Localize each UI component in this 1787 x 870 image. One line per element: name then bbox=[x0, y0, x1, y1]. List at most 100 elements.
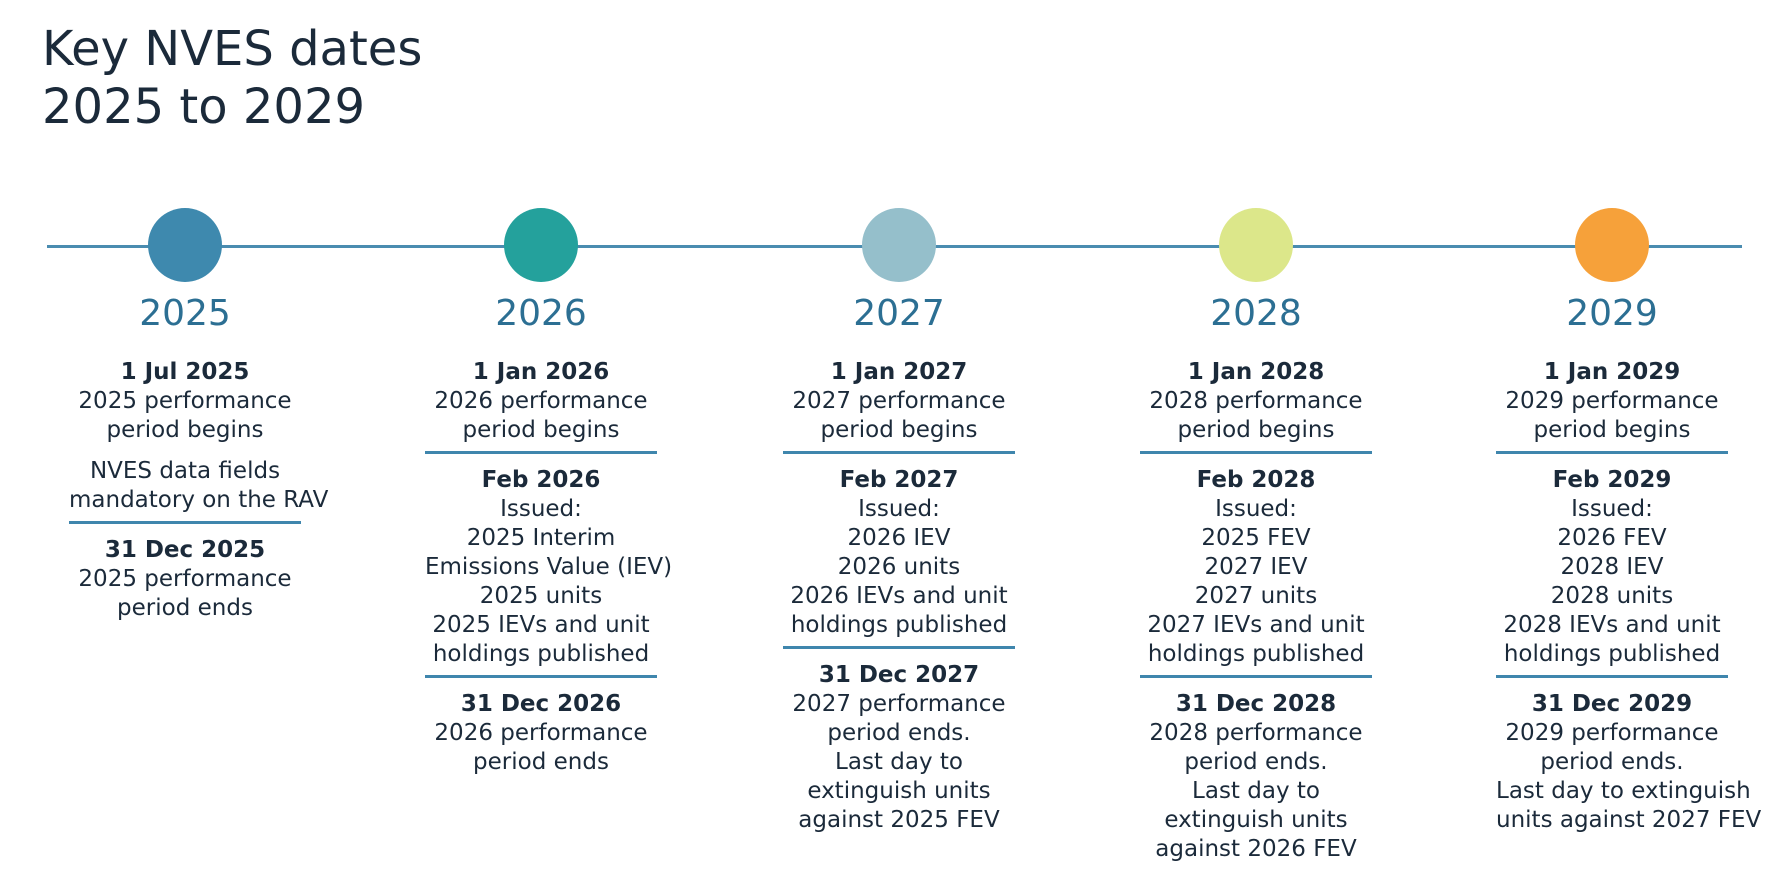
milestone-text: period begins bbox=[462, 417, 620, 443]
milestone-text: period begins bbox=[820, 417, 978, 443]
milestone-text: Last day to bbox=[1192, 778, 1320, 804]
milestone-text: 2025 performance bbox=[78, 566, 292, 592]
title-line-1: Key NVES dates bbox=[42, 21, 423, 77]
year-marker-circle bbox=[1219, 208, 1293, 282]
milestone-text: Last day to bbox=[835, 749, 963, 775]
milestone-text: 2028 IEV bbox=[1560, 554, 1664, 580]
year-label: 2026 bbox=[495, 293, 587, 334]
milestone-block: 1 Jan 2026 2026 performance period begins bbox=[425, 358, 657, 454]
milestone-block: 1 Jan 2029 2029 performance period begins bbox=[1496, 358, 1728, 454]
milestone-block: 31 Dec 2025 2025 performance period ends bbox=[69, 530, 301, 629]
milestone-text: units against 2027 FEV bbox=[1496, 807, 1762, 833]
milestone-text: extinguish units bbox=[1164, 807, 1348, 833]
milestone-text: 2026 units bbox=[837, 554, 961, 580]
milestone-date: Feb 2029 bbox=[1552, 467, 1672, 493]
year-marker-circle bbox=[148, 208, 222, 282]
timeline-column-2025: 2025 1 Jul 2025 2025 performance period beg… bbox=[35, 208, 335, 629]
milestone-text: 2027 units bbox=[1194, 583, 1318, 609]
milestone-block: 31 Dec 2029 2029 performance period ends. L… bbox=[1496, 684, 1762, 841]
milestone-text: 2025 IEVs and unit bbox=[432, 612, 650, 638]
milestone-date: 1 Jan 2028 bbox=[1187, 359, 1325, 385]
milestone-text: holdings published bbox=[432, 641, 650, 667]
milestone-text: period begins bbox=[106, 417, 264, 443]
milestone-date: 1 Jan 2029 bbox=[1543, 359, 1681, 385]
milestone-text: against 2026 FEV bbox=[1155, 836, 1357, 862]
milestone-text: 2025 units bbox=[479, 583, 603, 609]
milestone-block: Feb 2028 Issued: 2025 FEV 2027 IEV 2027 unit… bbox=[1140, 460, 1372, 678]
milestone-text: Emissions Value (IEV) bbox=[425, 554, 673, 580]
milestone-text: mandatory on the RAV bbox=[69, 487, 329, 513]
milestone-text: period begins bbox=[1177, 417, 1335, 443]
milestone-date: 31 Dec 2028 bbox=[1175, 691, 1337, 717]
milestone-text: 2027 performance bbox=[792, 691, 1006, 717]
milestone-block: NVES data fields mandatory on the RAV bbox=[69, 451, 329, 524]
year-label: 2027 bbox=[853, 293, 945, 334]
year-label: 2029 bbox=[1566, 293, 1658, 334]
milestone-text: holdings published bbox=[1503, 641, 1721, 667]
milestone-text: Issued: bbox=[500, 496, 582, 522]
milestone-date: Feb 2028 bbox=[1196, 467, 1316, 493]
milestone-text: Issued: bbox=[1215, 496, 1297, 522]
timeline-column-2029: 2029 1 Jan 2029 2029 performance period beg… bbox=[1462, 208, 1762, 841]
milestone-text: 2026 performance bbox=[434, 720, 648, 746]
year-label: 2028 bbox=[1210, 293, 1302, 334]
milestone-text: 2026 IEVs and unit bbox=[790, 583, 1008, 609]
milestone-block: 31 Dec 2026 2026 performance period ends bbox=[425, 684, 657, 783]
year-label: 2025 bbox=[139, 293, 231, 334]
timeline-column-2027: 2027 1 Jan 2027 2027 performance period beg… bbox=[749, 208, 1049, 841]
page-title: Key NVES dates 2025 to 2029 bbox=[42, 20, 422, 136]
milestone-text: 2026 IEV bbox=[847, 525, 951, 551]
milestone-text: period ends bbox=[117, 595, 253, 621]
milestone-text: holdings published bbox=[790, 612, 1008, 638]
milestone-block: Feb 2029 Issued: 2026 FEV 2028 IEV 2028 unit… bbox=[1496, 460, 1728, 678]
milestone-text: 2026 FEV bbox=[1557, 525, 1667, 551]
milestone-date: 1 Jul 2025 bbox=[120, 359, 250, 385]
timeline-column-2026: 2026 1 Jan 2026 2026 performance period beg… bbox=[391, 208, 691, 783]
milestone-text: 2029 performance bbox=[1505, 720, 1719, 746]
year-marker-circle bbox=[1575, 208, 1649, 282]
milestone-date: 31 Dec 2025 bbox=[104, 537, 266, 563]
milestone-block: 1 Jul 2025 2025 performance period begins bbox=[69, 358, 301, 451]
milestone-text: holdings published bbox=[1147, 641, 1365, 667]
milestone-text: period begins bbox=[1533, 417, 1691, 443]
milestone-text: against 2025 FEV bbox=[798, 807, 1000, 833]
milestone-text: 2025 Interim bbox=[466, 525, 616, 551]
milestone-text: Issued: bbox=[858, 496, 940, 522]
milestone-text: 2028 performance bbox=[1149, 720, 1363, 746]
milestone-date: 31 Dec 2026 bbox=[460, 691, 622, 717]
milestone-text: 2027 performance bbox=[792, 388, 1006, 414]
year-marker-circle bbox=[862, 208, 936, 282]
milestone-text: 2027 IEV bbox=[1204, 554, 1308, 580]
milestone-date: 1 Jan 2027 bbox=[830, 359, 968, 385]
year-marker-circle bbox=[504, 208, 578, 282]
milestone-text: 2026 performance bbox=[434, 388, 648, 414]
milestone-date: 1 Jan 2026 bbox=[472, 359, 610, 385]
milestone-date: 31 Dec 2027 bbox=[818, 662, 980, 688]
milestone-date: 31 Dec 2029 bbox=[1531, 691, 1693, 717]
title-line-2: 2025 to 2029 bbox=[42, 79, 366, 135]
milestone-date: Feb 2027 bbox=[839, 467, 959, 493]
milestone-text: 2027 IEVs and unit bbox=[1147, 612, 1365, 638]
milestone-text: Last day to extinguish bbox=[1496, 778, 1751, 804]
milestone-text: period ends. bbox=[827, 720, 971, 746]
milestone-text: period ends. bbox=[1184, 749, 1328, 775]
milestone-text: 2028 units bbox=[1550, 583, 1674, 609]
milestone-block: Feb 2027 Issued: 2026 IEV 2026 units 2026 IE… bbox=[783, 460, 1015, 649]
milestone-text: 2028 performance bbox=[1149, 388, 1363, 414]
milestone-text: period ends bbox=[473, 749, 609, 775]
milestone-text: period ends. bbox=[1540, 749, 1684, 775]
milestone-text: Issued: bbox=[1571, 496, 1653, 522]
timeline-column-2028: 2028 1 Jan 2028 2028 performance period beg… bbox=[1106, 208, 1406, 870]
milestone-block: 1 Jan 2028 2028 performance period begins bbox=[1140, 358, 1372, 454]
milestone-text: NVES data fields bbox=[89, 458, 281, 484]
milestone-text: 2025 performance bbox=[78, 388, 292, 414]
milestone-block: 31 Dec 2028 2028 performance period ends. L… bbox=[1140, 684, 1372, 870]
milestone-date: Feb 2026 bbox=[481, 467, 601, 493]
milestone-text: 2028 IEVs and unit bbox=[1503, 612, 1721, 638]
milestone-block: Feb 2026 Issued: 2025 Interim Emissions Val… bbox=[425, 460, 673, 678]
milestone-block: 31 Dec 2027 2027 performance period ends. L… bbox=[783, 655, 1015, 841]
milestone-text: 2025 FEV bbox=[1201, 525, 1311, 551]
milestone-block: 1 Jan 2027 2027 performance period begins bbox=[783, 358, 1015, 454]
milestone-text: extinguish units bbox=[807, 778, 991, 804]
milestone-text: 2029 performance bbox=[1505, 388, 1719, 414]
